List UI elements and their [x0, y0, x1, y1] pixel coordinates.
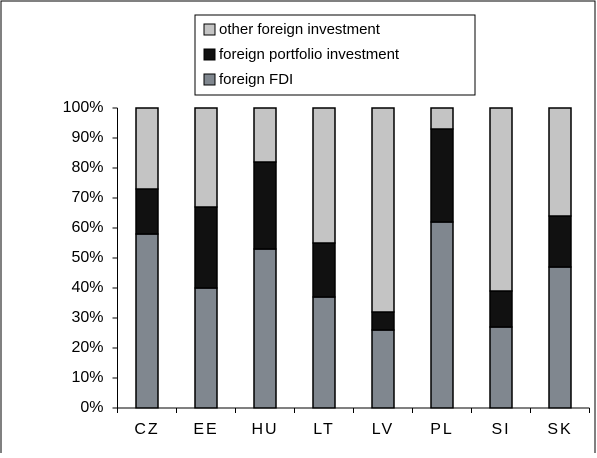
- y-tick-label: 90%: [71, 129, 103, 146]
- x-tick-label: PL: [430, 421, 454, 438]
- y-tick-label: 10%: [71, 369, 103, 386]
- bar-segment: [489, 107, 513, 292]
- y-tick-label: 80%: [71, 159, 103, 176]
- bar-segment: [548, 215, 572, 268]
- y-tick-label: 70%: [71, 189, 103, 206]
- legend: other foreign investment foreign portfoli…: [194, 14, 476, 96]
- bar-segment: [430, 221, 454, 409]
- legend-box: [194, 14, 476, 96]
- legend-label: foreign FDI: [219, 71, 293, 88]
- bar-segment: [430, 128, 454, 223]
- bar-segment: [253, 161, 277, 250]
- y-tick-label: 30%: [71, 309, 103, 326]
- bar-segment: [135, 233, 159, 409]
- legend-swatch: [203, 48, 216, 61]
- x-tick-label: LV: [372, 421, 394, 438]
- bar-segment: [312, 242, 336, 298]
- x-tick-label: CZ: [134, 421, 159, 438]
- x-tick-label: SI: [491, 421, 510, 438]
- bar-segment: [135, 188, 159, 235]
- bar-segment: [312, 107, 336, 244]
- bar-segment: [194, 107, 218, 208]
- bar-segment: [489, 326, 513, 409]
- y-tick-label: 50%: [71, 249, 103, 266]
- y-tick-label: 20%: [71, 339, 103, 356]
- bar-segment: [135, 107, 159, 190]
- legend-swatch: [203, 23, 216, 36]
- y-tick-label: 60%: [71, 219, 103, 236]
- x-tick-label: HU: [251, 421, 278, 438]
- bar-segment: [489, 290, 513, 328]
- bar-segment: [548, 107, 572, 217]
- bar-segment: [194, 206, 218, 289]
- y-tick-label: 40%: [71, 279, 103, 296]
- legend-label: foreign portfolio investment: [219, 46, 400, 63]
- bar-segment: [253, 248, 277, 409]
- y-tick-label: 100%: [63, 99, 104, 116]
- bar-segment: [371, 107, 395, 313]
- x-tick-label: LT: [313, 421, 334, 438]
- bar-segment: [194, 287, 218, 409]
- bar-segment: [430, 107, 454, 130]
- bar-segment: [312, 296, 336, 409]
- bar-segment: [548, 266, 572, 409]
- x-tick-label: SK: [547, 421, 572, 438]
- legend-swatch: [203, 73, 216, 86]
- bar-segment: [371, 311, 395, 331]
- legend-label: other foreign investment: [219, 21, 381, 38]
- y-tick-label: 0%: [80, 399, 103, 416]
- bar-segment: [371, 329, 395, 409]
- x-tick-label: EE: [193, 421, 218, 438]
- bar-segment: [253, 107, 277, 163]
